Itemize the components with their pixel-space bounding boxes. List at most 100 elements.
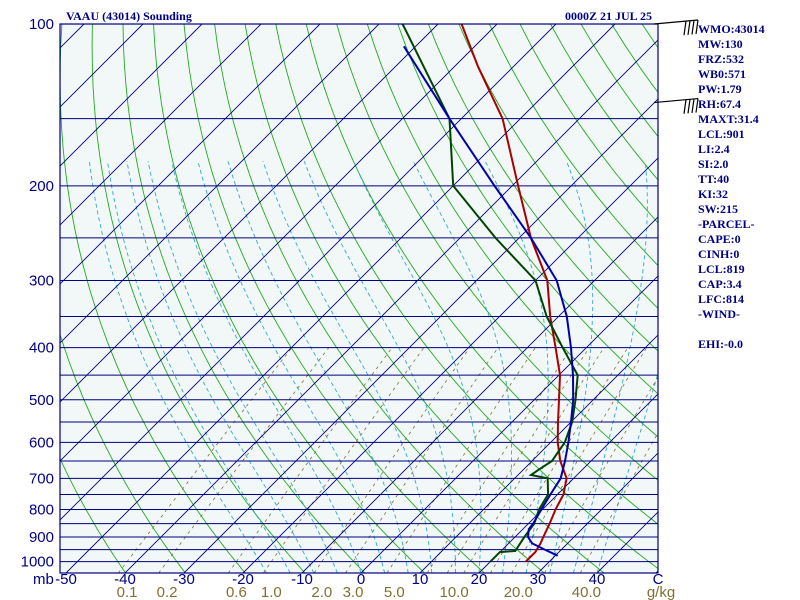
mixing-ratio-line <box>345 347 499 573</box>
dry-adiabat <box>214 24 545 573</box>
isotherm <box>60 24 498 462</box>
temperature-trace <box>460 24 568 563</box>
temperature-tick-label: 10 <box>412 571 429 588</box>
moist-adiabat <box>227 161 409 573</box>
dry-adiabat <box>397 24 658 395</box>
isotherm <box>60 24 203 167</box>
mixing-ratio-line <box>426 347 572 573</box>
temperature-tick-label: 40 <box>589 571 606 588</box>
pressure-tick-label: 600 <box>29 434 54 451</box>
dry-adiabat <box>488 24 658 267</box>
isotherm <box>60 24 557 521</box>
index-item: CINH:0 <box>698 247 740 261</box>
chart-title: VAAU (43014) Sounding <box>66 9 192 23</box>
pressure-tick-label: 300 <box>29 273 54 290</box>
wind-barb-icon <box>653 19 699 36</box>
pressure-tick-label: 200 <box>29 178 54 195</box>
mixing-ratio-tick-label: 3.0 <box>343 584 364 600</box>
moist-adiabat <box>107 161 291 573</box>
dry-adiabat <box>60 457 126 573</box>
index-spacer <box>698 322 800 337</box>
index-item: TT:40 <box>698 172 730 186</box>
isotherm <box>124 39 658 573</box>
sounding-indices-panel: WMO:43014 MW:130 FRZ:532 WB0:571 PW:1.79 RH:6… <box>698 22 800 352</box>
dry-adiabat <box>183 24 485 573</box>
dry-adiabat <box>153 24 425 573</box>
mixing-ratio-line <box>544 376 658 573</box>
mixing-ratio-line <box>490 347 629 573</box>
index-item: CAPE:0 <box>698 232 741 246</box>
dry-adiabat <box>122 24 366 573</box>
dry-adiabat <box>60 24 246 573</box>
index-item: MW:130 <box>698 37 743 51</box>
dry-adiabat <box>91 24 306 573</box>
index-item: PW:1.79 <box>698 82 742 96</box>
mixing-ratio-line <box>386 347 536 573</box>
pressure-unit-label: mb <box>33 571 54 588</box>
mixing-ratio-line <box>579 432 658 573</box>
mixing-ratio-line <box>511 347 648 573</box>
index-item: WB0:571 <box>698 67 746 81</box>
index-item: EHI:-0.0 <box>698 337 743 351</box>
index-item: LCL:819 <box>698 262 745 276</box>
index-item: LCL:901 <box>698 127 745 141</box>
moist-adiabat <box>353 161 482 573</box>
mixing-ratio-tick-label: 0.2 <box>157 584 178 600</box>
moist-adiabat <box>549 161 594 573</box>
mixing-ratio-tick-label: 1.0 <box>261 584 282 600</box>
wind-barb-staff <box>653 19 699 25</box>
pressure-tick-label: 500 <box>29 392 54 409</box>
wind-barb-flag <box>683 21 687 36</box>
pressure-tick-label: 1000 <box>21 554 54 571</box>
mixing-ratio-tick-label: g/kg <box>647 584 675 600</box>
index-item: CAP:3.4 <box>698 277 742 291</box>
wind-barb-flag <box>683 99 687 114</box>
temperature-tick-label: -10 <box>291 571 313 588</box>
pressure-tick-label: 100 <box>29 16 54 33</box>
temperature-tick-label: -50 <box>55 571 77 588</box>
isotherm <box>242 157 658 573</box>
moist-adiabat <box>572 161 648 573</box>
moist-adiabat <box>197 161 386 573</box>
mixing-ratio-line <box>463 347 605 573</box>
isotherm <box>301 216 658 573</box>
moist-adiabat <box>88 161 267 573</box>
dry-adiabat <box>366 24 658 438</box>
mixing-ratio-tick-label: 20.0 <box>504 584 533 600</box>
wind-barb-flag <box>695 98 699 113</box>
temperature-tick-label: -30 <box>173 571 195 588</box>
chart-timestamp: 0000Z 21 JUL 25 <box>565 9 652 23</box>
pressure-tick-label: 400 <box>29 340 54 357</box>
mixing-ratio-line <box>227 347 393 573</box>
dry-adiabat <box>60 332 186 573</box>
temperature-tick-label: -20 <box>232 571 254 588</box>
temperature-tick-label: 20 <box>471 571 488 588</box>
mixing-ratio-tick-label: 10.0 <box>439 584 468 600</box>
mixing-ratio-line <box>313 347 471 573</box>
index-item: KI:32 <box>698 187 728 201</box>
dry-adiabat <box>458 24 658 309</box>
isotherm <box>0 24 25 573</box>
wind-barb-flag <box>691 98 695 114</box>
isotherm <box>419 334 658 573</box>
moist-adiabat <box>147 161 338 573</box>
parcel-trace <box>403 45 575 557</box>
index-item: -WIND- <box>698 307 740 321</box>
wind-barb-flag <box>695 19 699 35</box>
pressure-tick-label: 800 <box>29 502 54 519</box>
moist-adiabat <box>303 161 456 573</box>
index-item: FRZ:532 <box>698 52 744 66</box>
wind-barb-flag <box>687 99 691 114</box>
wind-barb-flag <box>691 20 695 35</box>
mixing-ratio-line <box>446 347 590 573</box>
wind-barb-flag <box>687 20 691 35</box>
index-item: LI:2.4 <box>698 142 730 156</box>
dry-adiabat <box>336 24 658 481</box>
index-item: MAXT:31.4 <box>698 112 759 126</box>
isotherm <box>478 393 658 573</box>
mixing-ratio-tick-label: 5.0 <box>384 584 405 600</box>
isotherm <box>537 452 658 573</box>
pressure-tick-label: 700 <box>29 470 54 487</box>
dry-adiabat <box>244 24 605 573</box>
index-item: RH:67.4 <box>698 97 741 111</box>
